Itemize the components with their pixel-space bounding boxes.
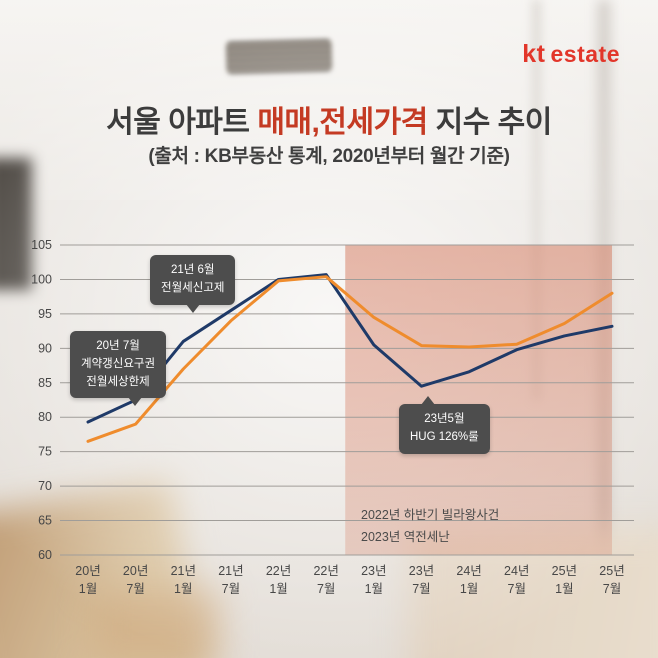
- logo-estate: estate: [550, 41, 620, 67]
- svg-text:1월: 1월: [365, 582, 383, 596]
- svg-text:95: 95: [38, 307, 52, 321]
- svg-text:75: 75: [38, 445, 52, 459]
- logo-kt: kt: [522, 40, 546, 68]
- title-part2: 지수 추이: [427, 106, 553, 139]
- annotation-jul2020-text: 20년 7월 계약갱신요구권 전월세상한제: [81, 340, 156, 388]
- svg-text:60: 60: [38, 548, 52, 562]
- svg-text:7월: 7월: [603, 582, 621, 596]
- svg-text:21년: 21년: [171, 564, 196, 578]
- kt-estate-logo: kt estate: [522, 40, 620, 69]
- svg-text:21년: 21년: [218, 564, 243, 578]
- annotation-may2023-text: 23년5월 HUG 126%룰: [410, 413, 479, 443]
- svg-text:1월: 1월: [269, 582, 287, 596]
- svg-text:1월: 1월: [555, 582, 573, 596]
- svg-text:25년: 25년: [552, 564, 577, 578]
- svg-text:24년: 24년: [456, 564, 481, 578]
- svg-text:85: 85: [38, 376, 52, 390]
- svg-text:90: 90: [38, 341, 52, 355]
- page-title: 서울 아파트 매매,전세가격 지수 추이: [0, 97, 658, 141]
- svg-text:105: 105: [31, 238, 52, 252]
- svg-text:1월: 1월: [174, 582, 192, 596]
- annotation-jun2021: 21년 6월 전월세신고제: [150, 255, 236, 313]
- title-highlight: 매매,전세가격: [257, 106, 428, 139]
- svg-text:70: 70: [38, 479, 52, 493]
- svg-text:7월: 7월: [317, 582, 335, 596]
- svg-text:1월: 1월: [79, 582, 97, 596]
- svg-text:22년: 22년: [313, 564, 338, 578]
- svg-text:7월: 7월: [508, 582, 526, 596]
- svg-text:7월: 7월: [126, 582, 144, 596]
- svg-text:65: 65: [38, 514, 52, 528]
- svg-text:7월: 7월: [222, 582, 240, 596]
- annotation-jun2021-text: 21년 6월 전월세신고제: [161, 264, 225, 294]
- svg-text:22년: 22년: [266, 564, 291, 578]
- source-subtitle: (출처 : KB부동산 통계, 2020년부터 월간 기준): [148, 146, 510, 167]
- annotation-jul2020: 20년 7월 계약갱신요구권 전월세상한제: [70, 331, 167, 407]
- callout-pointer: [185, 303, 200, 313]
- svg-text:23년: 23년: [361, 564, 386, 578]
- callout-pointer: [421, 396, 435, 405]
- svg-text:100: 100: [31, 272, 52, 286]
- annotation-may2023: 23년5월 HUG 126%룰: [399, 396, 490, 454]
- title-part1: 서울 아파트: [106, 106, 258, 139]
- svg-text:7월: 7월: [412, 582, 430, 596]
- svg-text:20년: 20년: [123, 564, 148, 578]
- callout-pointer: [128, 397, 142, 407]
- annotation-note: 2022년 하반기 빌라왕사건 2023년 역전세난: [361, 508, 500, 544]
- svg-text:25년: 25년: [599, 564, 624, 578]
- svg-text:80: 80: [38, 410, 52, 424]
- svg-text:20년: 20년: [75, 564, 100, 578]
- svg-text:1월: 1월: [460, 582, 478, 596]
- svg-text:24년: 24년: [504, 564, 529, 578]
- svg-text:23년: 23년: [409, 564, 434, 578]
